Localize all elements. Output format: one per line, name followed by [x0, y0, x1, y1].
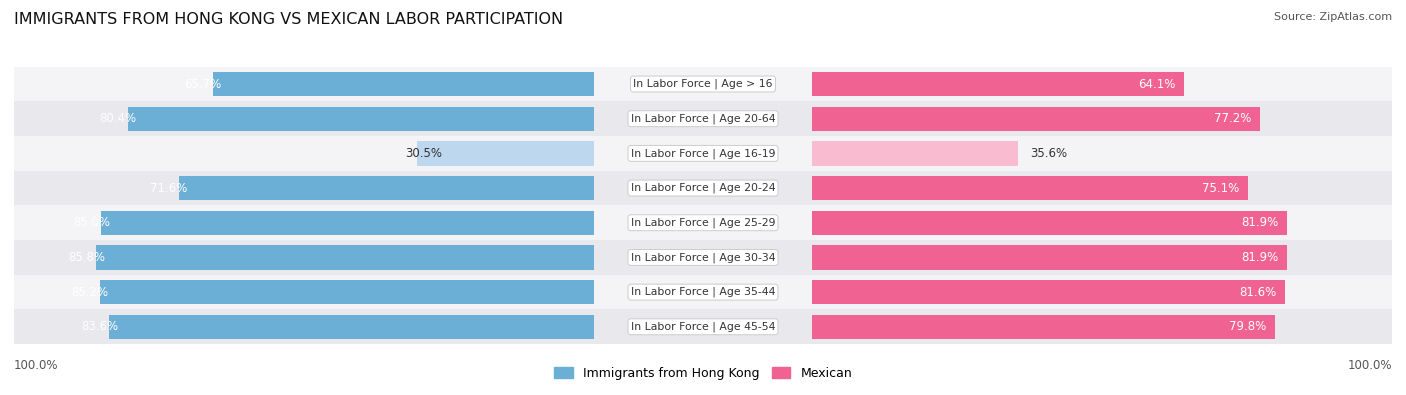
Bar — [813, 176, 1247, 200]
Text: In Labor Force | Age > 16: In Labor Force | Age > 16 — [633, 79, 773, 89]
Bar — [813, 245, 1286, 269]
Bar — [813, 171, 1392, 205]
Text: In Labor Force | Age 16-19: In Labor Force | Age 16-19 — [631, 148, 775, 159]
Bar — [813, 280, 1285, 304]
Bar — [179, 176, 593, 200]
Bar — [593, 309, 813, 344]
Bar — [14, 309, 593, 344]
Bar — [813, 309, 1392, 344]
Text: Source: ZipAtlas.com: Source: ZipAtlas.com — [1274, 12, 1392, 22]
Text: 80.4%: 80.4% — [100, 112, 136, 125]
Bar — [14, 240, 593, 275]
Text: 77.2%: 77.2% — [1213, 112, 1251, 125]
Bar — [128, 107, 593, 131]
Bar — [813, 211, 1286, 235]
Bar — [14, 275, 593, 309]
Bar — [813, 205, 1392, 240]
Text: 35.6%: 35.6% — [1031, 147, 1067, 160]
Bar — [593, 136, 813, 171]
Text: 81.9%: 81.9% — [1241, 251, 1278, 264]
Text: 71.6%: 71.6% — [150, 182, 187, 195]
Bar — [593, 275, 813, 309]
Text: In Labor Force | Age 20-64: In Labor Force | Age 20-64 — [631, 113, 775, 124]
Bar — [593, 67, 813, 102]
Bar — [418, 141, 593, 166]
Bar — [813, 240, 1392, 275]
Bar — [813, 136, 1392, 171]
Bar — [100, 280, 593, 304]
Text: 65.7%: 65.7% — [184, 77, 222, 90]
Text: IMMIGRANTS FROM HONG KONG VS MEXICAN LABOR PARTICIPATION: IMMIGRANTS FROM HONG KONG VS MEXICAN LAB… — [14, 12, 564, 27]
Text: In Labor Force | Age 35-44: In Labor Force | Age 35-44 — [631, 287, 775, 297]
Text: In Labor Force | Age 30-34: In Labor Force | Age 30-34 — [631, 252, 775, 263]
Text: 64.1%: 64.1% — [1137, 77, 1175, 90]
Text: 79.8%: 79.8% — [1229, 320, 1265, 333]
Legend: Immigrants from Hong Kong, Mexican: Immigrants from Hong Kong, Mexican — [548, 362, 858, 385]
Bar — [813, 102, 1392, 136]
Bar — [97, 245, 593, 269]
Bar — [813, 315, 1275, 339]
Text: 81.9%: 81.9% — [1241, 216, 1278, 229]
Bar — [14, 136, 593, 171]
Text: 83.6%: 83.6% — [80, 320, 118, 333]
Text: 81.6%: 81.6% — [1239, 286, 1277, 299]
Bar — [813, 141, 1018, 166]
Bar — [14, 171, 593, 205]
Text: 30.5%: 30.5% — [405, 147, 443, 160]
Bar — [14, 67, 593, 102]
Text: 85.2%: 85.2% — [72, 286, 108, 299]
Text: In Labor Force | Age 25-29: In Labor Force | Age 25-29 — [631, 218, 775, 228]
Text: In Labor Force | Age 45-54: In Labor Force | Age 45-54 — [631, 322, 775, 332]
Bar — [101, 211, 593, 235]
Bar — [593, 240, 813, 275]
Bar — [593, 205, 813, 240]
Bar — [813, 72, 1184, 96]
Text: 100.0%: 100.0% — [14, 359, 59, 372]
Text: In Labor Force | Age 20-24: In Labor Force | Age 20-24 — [631, 183, 775, 193]
Bar — [110, 315, 593, 339]
Text: 75.1%: 75.1% — [1202, 182, 1239, 195]
Text: 85.8%: 85.8% — [67, 251, 105, 264]
Bar — [813, 67, 1392, 102]
Bar — [593, 102, 813, 136]
Bar — [14, 102, 593, 136]
Bar — [593, 171, 813, 205]
Bar — [14, 205, 593, 240]
Text: 85.0%: 85.0% — [73, 216, 110, 229]
Bar — [212, 72, 593, 96]
Bar — [813, 107, 1260, 131]
Bar — [813, 275, 1392, 309]
Text: 100.0%: 100.0% — [1347, 359, 1392, 372]
